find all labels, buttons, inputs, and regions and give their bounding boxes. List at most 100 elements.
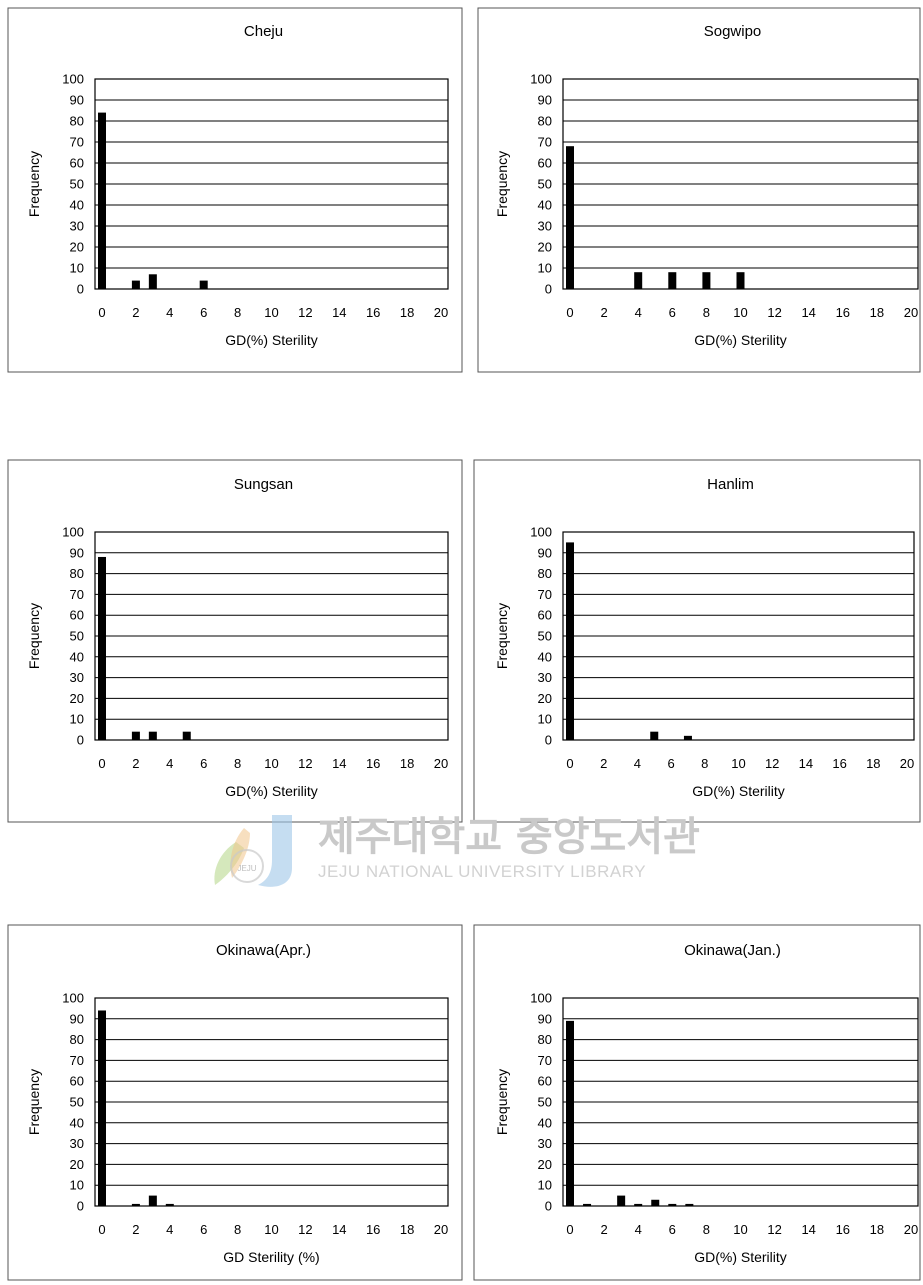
y-tick-label: 40 xyxy=(70,198,84,213)
chart-title: Sungsan xyxy=(234,476,293,493)
x-tick-label: 20 xyxy=(900,756,914,771)
y-tick-label: 50 xyxy=(70,1095,84,1110)
x-tick-label: 14 xyxy=(332,756,346,771)
x-tick-label: 2 xyxy=(132,756,139,771)
x-axis-label: GD Sterility (%) xyxy=(223,1249,319,1265)
library-watermark: JEJU 제주대학교 중앙도서관 JEJU NATIONAL UNIVERSIT… xyxy=(214,814,700,887)
x-tick-label: 20 xyxy=(434,1222,448,1237)
x-tick-label: 14 xyxy=(801,305,815,320)
x-tick-label: 6 xyxy=(200,756,207,771)
watermark-english-text: JEJU NATIONAL UNIVERSITY LIBRARY xyxy=(318,862,646,881)
bar xyxy=(651,1199,660,1206)
y-tick-label: 40 xyxy=(70,1115,84,1130)
y-tick-label: 60 xyxy=(70,608,84,623)
x-tick-label: 4 xyxy=(635,305,642,320)
x-tick-label: 10 xyxy=(264,1222,278,1237)
bar xyxy=(131,731,140,740)
y-tick-label: 80 xyxy=(538,566,552,581)
y-tick-label: 30 xyxy=(538,670,552,685)
chart-panel: Hanlim 0 10 20 30 40 50 60 70 80 90 100 0 2 4 6 8 10 12 14 1… xyxy=(473,459,921,823)
x-tick-label: 0 xyxy=(98,756,105,771)
panel-frame xyxy=(7,459,463,823)
plot-area xyxy=(562,531,915,741)
x-tick-label: 10 xyxy=(264,305,278,320)
y-tick-label: 100 xyxy=(530,525,552,540)
x-tick-label: 12 xyxy=(298,305,312,320)
x-tick-label: 16 xyxy=(366,1222,380,1237)
x-tick-label: 16 xyxy=(832,756,846,771)
bar xyxy=(566,542,574,740)
x-axis-label: GD(%) Sterility xyxy=(225,332,318,348)
x-tick-label: 4 xyxy=(635,1222,642,1237)
panel-frame xyxy=(7,924,463,1281)
bar xyxy=(668,1203,677,1206)
y-tick-label: 0 xyxy=(77,282,84,297)
chart-title: Okinawa(Jan.) xyxy=(684,942,781,959)
x-tick-label: 2 xyxy=(132,1222,139,1237)
bar xyxy=(131,1203,140,1206)
bar xyxy=(617,1195,626,1206)
chart-panel: Okinawa(Jan.) 0 10 20 30 40 50 60 70 80 90 100 0 2 4 6 8… xyxy=(473,924,921,1281)
y-tick-label: 60 xyxy=(70,1074,84,1089)
bar xyxy=(634,272,643,289)
x-tick-label: 10 xyxy=(264,756,278,771)
x-tick-label: 6 xyxy=(200,1222,207,1237)
x-tick-label: 0 xyxy=(566,756,573,771)
x-tick-label: 2 xyxy=(600,305,607,320)
y-tick-label: 30 xyxy=(538,1136,552,1151)
x-tick-label: 20 xyxy=(434,305,448,320)
x-tick-label: 0 xyxy=(98,305,105,320)
y-axis-label: Frequency xyxy=(26,151,42,217)
y-axis-label: Frequency xyxy=(494,603,510,669)
x-axis-label: GD(%) Sterility xyxy=(692,783,785,799)
x-tick-label: 2 xyxy=(600,756,607,771)
panel-frame xyxy=(7,7,463,373)
panel-frame xyxy=(473,459,921,823)
logo-text: JEJU xyxy=(237,864,256,873)
x-axis-label: GD(%) Sterility xyxy=(694,332,787,348)
x-tick-label: 6 xyxy=(669,1222,676,1237)
x-tick-label: 12 xyxy=(298,1222,312,1237)
y-tick-label: 0 xyxy=(77,1199,84,1214)
bar xyxy=(199,280,208,289)
chart-title: Hanlim xyxy=(707,476,754,493)
y-tick-label: 100 xyxy=(62,72,84,87)
y-axis-label: Frequency xyxy=(494,1069,510,1135)
x-tick-label: 0 xyxy=(566,305,573,320)
y-tick-label: 90 xyxy=(538,1011,552,1026)
bar xyxy=(182,731,191,740)
x-tick-label: 8 xyxy=(234,305,241,320)
x-tick-label: 0 xyxy=(566,1222,573,1237)
x-tick-label: 6 xyxy=(667,756,674,771)
y-tick-label: 20 xyxy=(538,1157,552,1172)
x-tick-label: 4 xyxy=(634,756,641,771)
y-axis-label: Frequency xyxy=(494,151,510,217)
plot-area xyxy=(94,997,449,1207)
x-tick-label: 10 xyxy=(733,1222,747,1237)
y-tick-label: 100 xyxy=(530,991,552,1006)
x-tick-label: 0 xyxy=(98,1222,105,1237)
y-tick-label: 70 xyxy=(538,1053,552,1068)
chart-title: Sogwipo xyxy=(704,23,762,40)
chart-panel: Sungsan 0 10 20 30 40 50 60 70 80 90 100 0 2 4 6 8 10 12 14… xyxy=(7,459,463,823)
y-tick-label: 70 xyxy=(70,1053,84,1068)
y-tick-label: 0 xyxy=(545,1199,552,1214)
bar xyxy=(131,280,140,289)
x-tick-label: 16 xyxy=(366,756,380,771)
bar xyxy=(683,735,692,740)
x-tick-label: 8 xyxy=(703,1222,710,1237)
x-tick-label: 4 xyxy=(166,756,173,771)
y-tick-label: 10 xyxy=(538,712,552,727)
panel-frame xyxy=(477,7,921,373)
y-tick-label: 10 xyxy=(70,261,84,276)
bar xyxy=(98,556,106,740)
x-tick-label: 16 xyxy=(366,305,380,320)
x-tick-label: 14 xyxy=(332,1222,346,1237)
y-tick-label: 40 xyxy=(70,649,84,664)
y-tick-label: 50 xyxy=(70,629,84,644)
bar xyxy=(685,1203,694,1206)
bar xyxy=(702,272,711,289)
bar xyxy=(566,146,574,289)
y-tick-label: 100 xyxy=(62,525,84,540)
x-tick-label: 16 xyxy=(836,1222,850,1237)
